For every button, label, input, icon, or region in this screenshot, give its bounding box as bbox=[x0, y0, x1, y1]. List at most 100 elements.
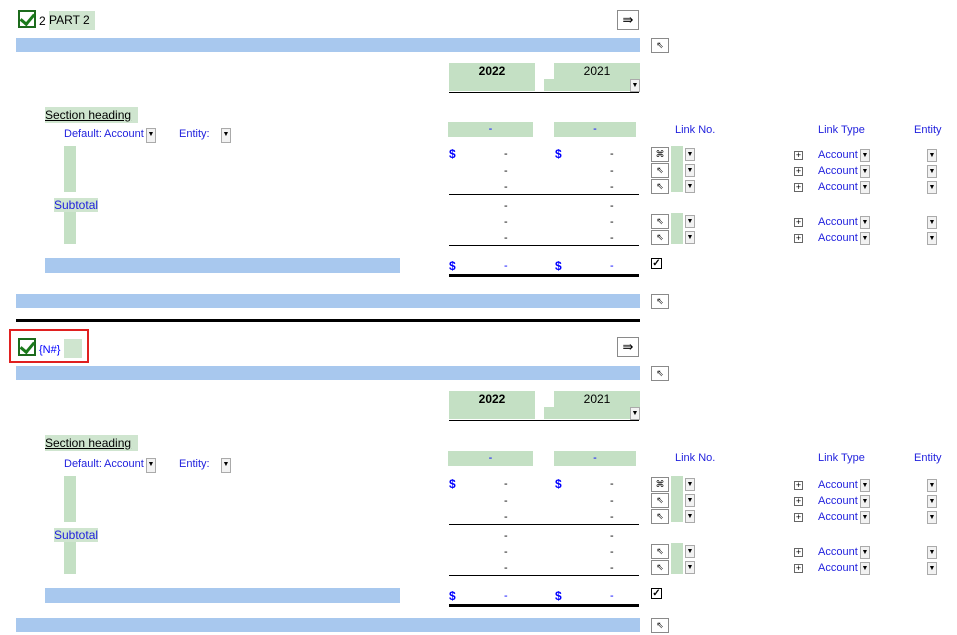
default-dropdown[interactable]: ▼ bbox=[146, 128, 156, 143]
balance-check-icon[interactable]: ✓ bbox=[651, 258, 662, 269]
link-type-dropdown[interactable]: ▼ bbox=[860, 216, 870, 229]
command-icon[interactable]: ⌘ bbox=[651, 147, 669, 162]
expand-icon[interactable]: + bbox=[794, 480, 803, 490]
expand-icon[interactable]: + bbox=[794, 150, 803, 160]
link-no-dropdown[interactable]: ▼ bbox=[685, 164, 695, 177]
year-prior-header: 2021 bbox=[554, 391, 640, 407]
mouse-pointer-icon[interactable]: ⇖ bbox=[651, 560, 669, 575]
grand-total-current: - bbox=[504, 590, 508, 602]
mouse-pointer-icon[interactable]: ⇖ bbox=[651, 163, 669, 178]
entity-dropdown[interactable]: ▼ bbox=[927, 181, 937, 194]
link-type-value[interactable]: Account bbox=[818, 216, 858, 228]
mouse-pointer-icon[interactable]: ⇖ bbox=[651, 230, 669, 245]
link-type-dropdown[interactable]: ▼ bbox=[860, 479, 870, 492]
mouse-pointer-icon[interactable]: ⇖ bbox=[651, 366, 669, 381]
default-value[interactable]: Account bbox=[104, 128, 144, 140]
link-type-value[interactable]: Account bbox=[818, 495, 858, 507]
expand-icon[interactable]: + bbox=[794, 563, 803, 573]
mouse-pointer-icon[interactable]: ⇖ bbox=[651, 38, 669, 53]
link-no-dropdown[interactable]: ▼ bbox=[685, 148, 695, 161]
mouse-pointer-icon[interactable]: ⇖ bbox=[651, 493, 669, 508]
link-type-value[interactable]: Account bbox=[818, 181, 858, 193]
link-no-dropdown[interactable]: ▼ bbox=[685, 545, 695, 558]
link-no-dropdown[interactable]: ▼ bbox=[685, 215, 695, 228]
entity-header: Entity bbox=[914, 452, 942, 464]
indent-cell bbox=[64, 146, 76, 192]
entity-dropdown[interactable]: ▼ bbox=[221, 128, 231, 143]
currency-symbol: $ bbox=[555, 259, 562, 273]
indent-cell bbox=[64, 542, 76, 574]
link-no-dropdown[interactable]: ▼ bbox=[685, 478, 695, 491]
link-type-dropdown[interactable]: ▼ bbox=[860, 495, 870, 508]
year-current-header: 2022 bbox=[449, 391, 535, 407]
entity-dropdown[interactable]: ▼ bbox=[927, 546, 937, 559]
default-label: Default: bbox=[64, 128, 102, 140]
link-type-dropdown[interactable]: ▼ bbox=[860, 232, 870, 245]
mouse-pointer-icon[interactable]: ⇖ bbox=[651, 294, 669, 309]
expand-icon[interactable]: + bbox=[794, 182, 803, 192]
mouse-pointer-icon[interactable]: ⇖ bbox=[651, 544, 669, 559]
expand-icon[interactable]: + bbox=[794, 512, 803, 522]
default-label: Default: bbox=[64, 458, 102, 470]
entity-dropdown[interactable]: ▼ bbox=[221, 458, 231, 473]
link-no-dropdown[interactable]: ▼ bbox=[685, 494, 695, 507]
entity-dropdown[interactable]: ▼ bbox=[927, 165, 937, 178]
section-footer-bar bbox=[16, 618, 640, 632]
row-value-current: - bbox=[504, 216, 508, 228]
expand-icon[interactable]: + bbox=[794, 233, 803, 243]
link-type-dropdown[interactable]: ▼ bbox=[860, 149, 870, 162]
link-type-dropdown[interactable]: ▼ bbox=[860, 562, 870, 575]
link-no-dropdown[interactable]: ▼ bbox=[685, 231, 695, 244]
link-type-value[interactable]: Account bbox=[818, 165, 858, 177]
section-title: {N#} bbox=[39, 344, 61, 356]
entity-dropdown[interactable]: ▼ bbox=[927, 216, 937, 229]
subtotal-rule bbox=[449, 524, 639, 525]
mouse-pointer-icon[interactable]: ⇖ bbox=[651, 618, 669, 633]
link-type-value[interactable]: Account bbox=[818, 562, 858, 574]
link-no-cell[interactable] bbox=[671, 476, 683, 522]
expand-icon[interactable]: + bbox=[794, 217, 803, 227]
link-no-dropdown[interactable]: ▼ bbox=[685, 510, 695, 523]
include-checkbox[interactable] bbox=[18, 338, 36, 356]
insert-rows-icon[interactable]: ⇛ bbox=[617, 10, 639, 30]
row-value-prior: - bbox=[610, 148, 614, 160]
default-value[interactable]: Account bbox=[104, 458, 144, 470]
link-no-cell[interactable] bbox=[671, 146, 683, 192]
link-type-dropdown[interactable]: ▼ bbox=[860, 165, 870, 178]
year-current-cell bbox=[449, 407, 535, 419]
command-icon[interactable]: ⌘ bbox=[651, 477, 669, 492]
balance-check-icon[interactable]: ✓ bbox=[651, 588, 662, 599]
link-no-cell[interactable] bbox=[671, 543, 683, 574]
entity-dropdown[interactable]: ▼ bbox=[927, 511, 937, 524]
entity-dropdown[interactable]: ▼ bbox=[927, 495, 937, 508]
expand-icon[interactable]: + bbox=[794, 496, 803, 506]
mouse-pointer-icon[interactable]: ⇖ bbox=[651, 509, 669, 524]
link-type-value[interactable]: Account bbox=[818, 479, 858, 491]
section-header-bar bbox=[16, 38, 640, 52]
entity-dropdown[interactable]: ▼ bbox=[927, 479, 937, 492]
entity-dropdown[interactable]: ▼ bbox=[927, 149, 937, 162]
year-dropdown[interactable]: ▼ bbox=[630, 79, 640, 92]
expand-icon[interactable]: + bbox=[794, 547, 803, 557]
entity-dropdown[interactable]: ▼ bbox=[927, 562, 937, 575]
link-type-dropdown[interactable]: ▼ bbox=[860, 511, 870, 524]
row-value-prior: - bbox=[610, 232, 614, 244]
link-type-value[interactable]: Account bbox=[818, 149, 858, 161]
entity-dropdown[interactable]: ▼ bbox=[927, 232, 937, 245]
year-current-header: 2022 bbox=[449, 63, 535, 79]
link-type-value[interactable]: Account bbox=[818, 232, 858, 244]
link-no-cell[interactable] bbox=[671, 213, 683, 244]
default-dropdown[interactable]: ▼ bbox=[146, 458, 156, 473]
link-type-value[interactable]: Account bbox=[818, 511, 858, 523]
link-type-value[interactable]: Account bbox=[818, 546, 858, 558]
link-type-dropdown[interactable]: ▼ bbox=[860, 546, 870, 559]
year-dropdown[interactable]: ▼ bbox=[630, 407, 640, 420]
link-no-dropdown[interactable]: ▼ bbox=[685, 180, 695, 193]
mouse-pointer-icon[interactable]: ⇖ bbox=[651, 179, 669, 194]
insert-rows-icon[interactable]: ⇛ bbox=[617, 337, 639, 357]
link-no-dropdown[interactable]: ▼ bbox=[685, 561, 695, 574]
expand-icon[interactable]: + bbox=[794, 166, 803, 176]
include-checkbox[interactable] bbox=[18, 10, 36, 28]
mouse-pointer-icon[interactable]: ⇖ bbox=[651, 214, 669, 229]
link-type-dropdown[interactable]: ▼ bbox=[860, 181, 870, 194]
